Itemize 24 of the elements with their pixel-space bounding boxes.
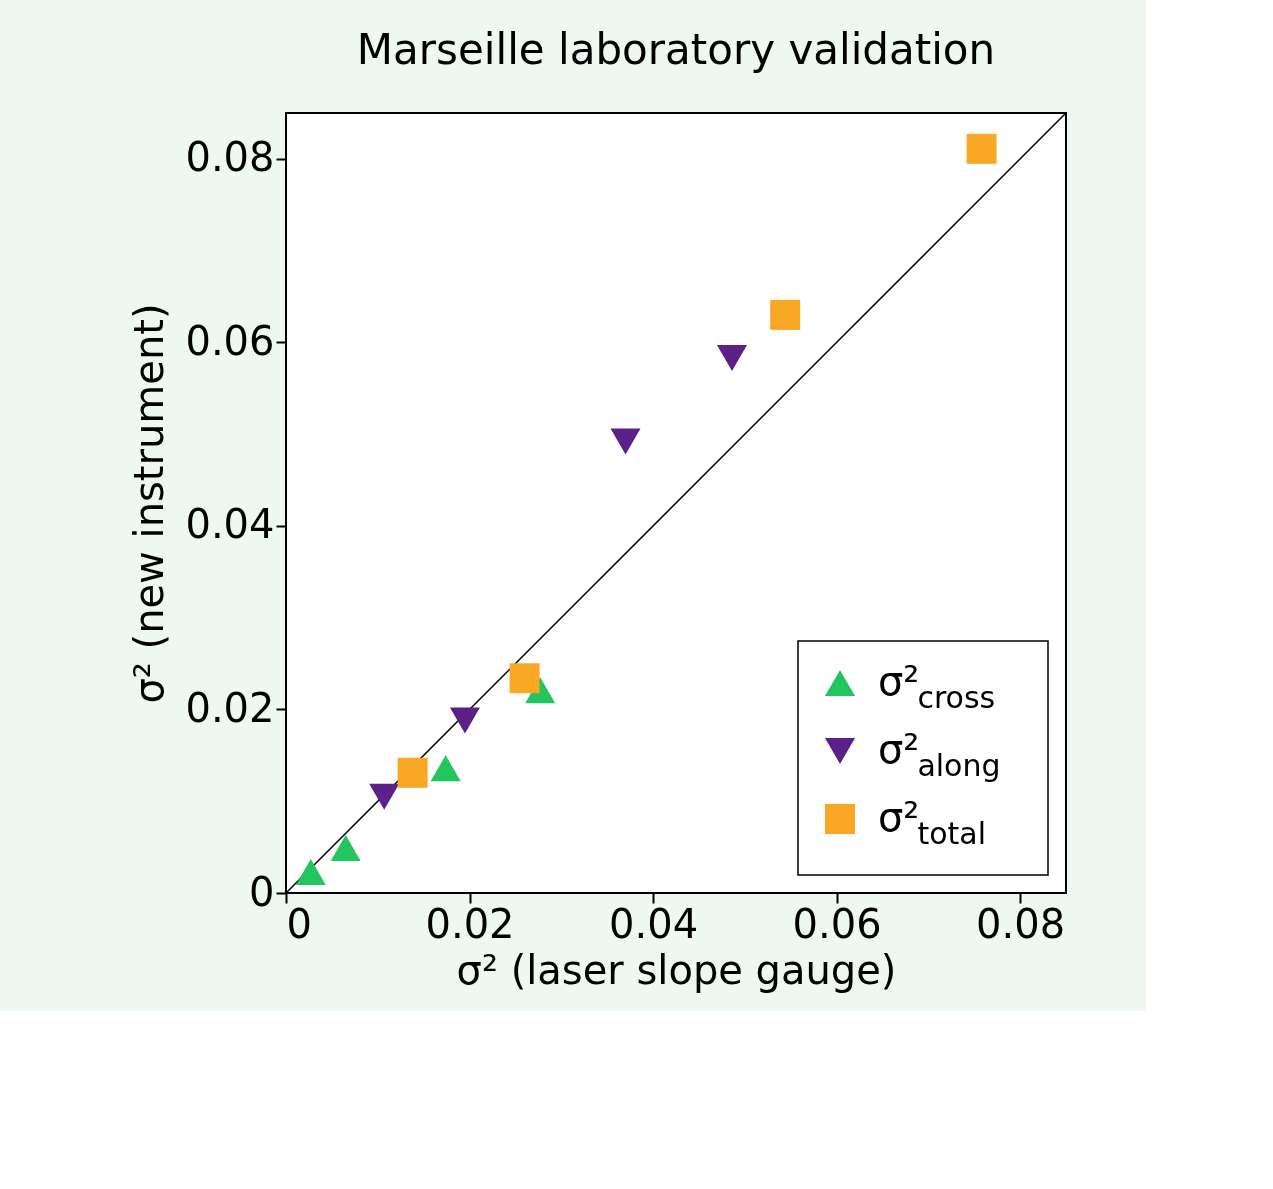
- point: [449, 707, 480, 734]
- point: [509, 663, 540, 694]
- x-axis-title: σ² (laser slope gauge): [456, 946, 897, 993]
- y-tick-label: 0: [249, 868, 275, 915]
- point: [716, 345, 747, 371]
- point: [369, 783, 400, 810]
- point: [397, 757, 428, 788]
- x-tick-label: 0: [286, 900, 312, 947]
- y-tick-label: 0.08: [185, 134, 275, 181]
- y-tick-label: 0.06: [185, 317, 275, 364]
- x-tick-label: 0.04: [609, 900, 699, 947]
- y-tick-label: 0.04: [185, 501, 275, 548]
- point: [770, 299, 801, 330]
- x-tick-label: 0.08: [976, 900, 1066, 947]
- chart-title: Marseille laboratory validation: [356, 25, 996, 74]
- x-tick-label: 0.06: [792, 900, 882, 947]
- point: [295, 858, 326, 885]
- x-tick-label: 0.02: [425, 900, 515, 947]
- y-axis-title: σ² (new instrument): [126, 303, 173, 704]
- point: [330, 835, 361, 862]
- y-tick-label: 0.02: [185, 684, 275, 731]
- point: [966, 133, 997, 164]
- point: [430, 755, 461, 782]
- point: [610, 428, 641, 455]
